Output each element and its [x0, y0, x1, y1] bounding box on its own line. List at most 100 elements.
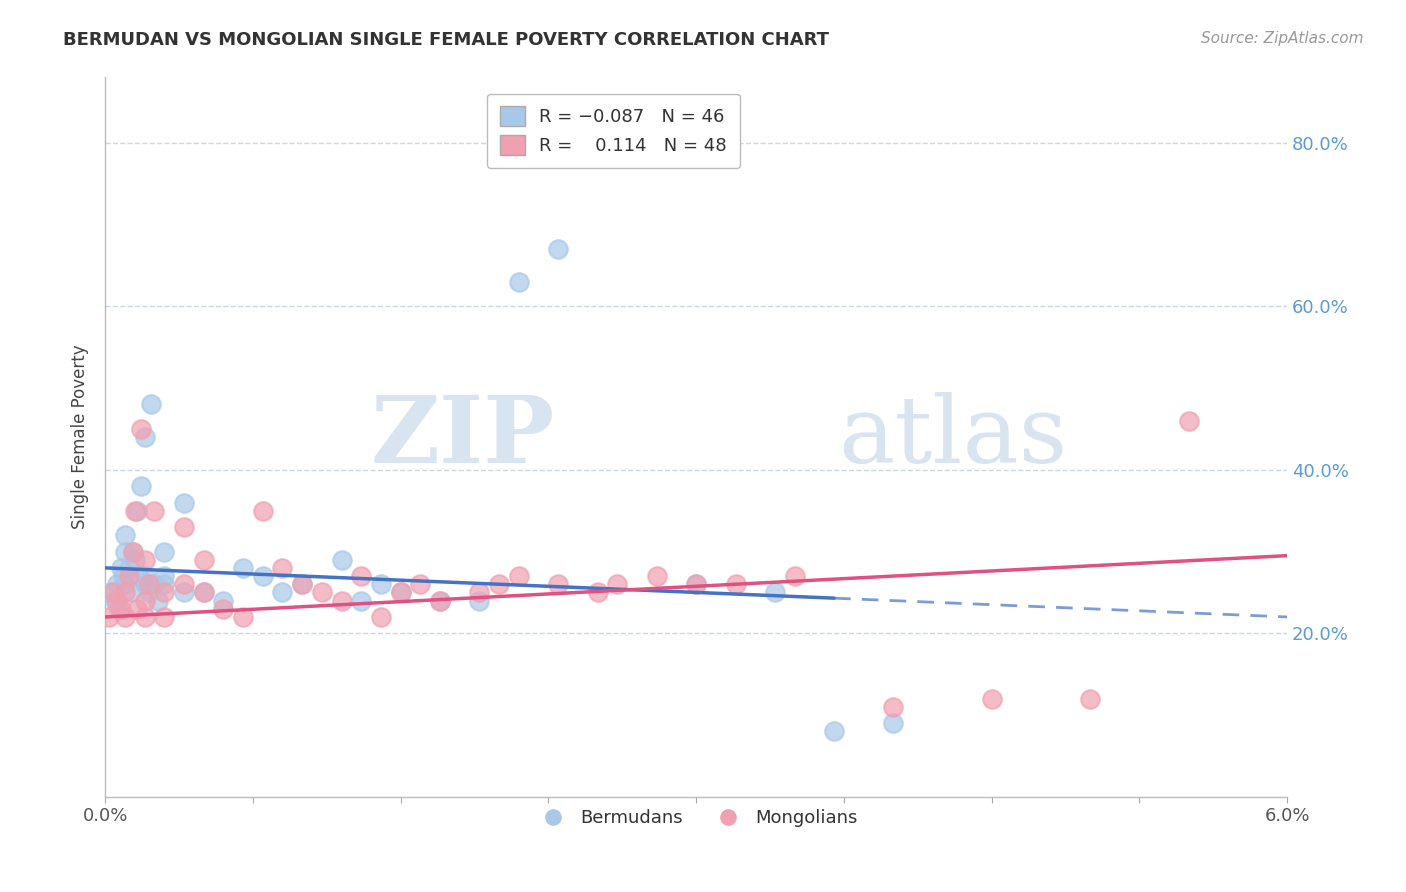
Point [114, 610, 136, 624]
Point [134, 430, 156, 444]
Text: atlas: atlas [838, 392, 1067, 482]
Point [271, 585, 294, 599]
Point [350, 593, 373, 607]
Point [128, 569, 150, 583]
Point [212, 601, 235, 615]
Point [389, 585, 412, 599]
Point [232, 610, 254, 624]
Point [724, 577, 747, 591]
Point [125, 601, 148, 615]
Point [882, 716, 904, 731]
Point [252, 504, 274, 518]
Point [212, 593, 235, 607]
Point [645, 569, 668, 583]
Point [120, 585, 142, 599]
Point [105, 593, 128, 607]
Point [882, 699, 904, 714]
Point [125, 504, 148, 518]
Point [783, 569, 806, 583]
Point [173, 585, 195, 599]
Point [100, 585, 122, 599]
Point [134, 593, 156, 607]
Point [153, 610, 176, 624]
Point [586, 585, 609, 599]
Point [153, 569, 176, 583]
Point [409, 577, 432, 591]
Point [148, 593, 170, 607]
Point [980, 691, 1002, 706]
Point [330, 593, 353, 607]
Point [547, 577, 569, 591]
Point [685, 577, 707, 591]
Point [114, 528, 136, 542]
Point [134, 569, 156, 583]
Point [193, 585, 215, 599]
Point [114, 585, 136, 599]
Point [330, 552, 353, 566]
Point [138, 585, 160, 599]
Point [118, 569, 141, 583]
Point [468, 593, 491, 607]
Point [291, 577, 314, 591]
Point [134, 577, 156, 591]
Point [114, 577, 136, 591]
Point [232, 561, 254, 575]
Point [173, 520, 195, 534]
Point [124, 552, 146, 566]
Point [252, 569, 274, 583]
Point [153, 577, 176, 591]
Point [129, 422, 152, 436]
Text: BERMUDAN VS MONGOLIAN SINGLE FEMALE POVERTY CORRELATION CHART: BERMUDAN VS MONGOLIAN SINGLE FEMALE POVE… [63, 31, 830, 49]
Point [134, 610, 156, 624]
Point [429, 593, 451, 607]
Point [104, 593, 127, 607]
Point [508, 275, 530, 289]
Legend: Bermudans, Mongolians: Bermudans, Mongolians [527, 802, 865, 835]
Point [121, 544, 143, 558]
Point [1078, 691, 1101, 706]
Point [370, 610, 392, 624]
Point [173, 577, 195, 591]
Point [763, 585, 786, 599]
Point [350, 569, 373, 583]
Point [271, 561, 294, 575]
Point [111, 569, 134, 583]
Y-axis label: Single Female Poverty: Single Female Poverty [72, 345, 89, 530]
Point [98, 610, 121, 624]
Point [823, 724, 845, 739]
Point [193, 585, 215, 599]
Point [101, 585, 124, 599]
Point [193, 552, 215, 566]
Point [468, 585, 491, 599]
Point [108, 601, 131, 615]
Text: ZIP: ZIP [370, 392, 554, 482]
Point [110, 601, 132, 615]
Point [606, 577, 628, 591]
Point [124, 504, 146, 518]
Point [129, 479, 152, 493]
Point [173, 495, 195, 509]
Point [547, 242, 569, 256]
Point [429, 593, 451, 607]
Point [488, 577, 510, 591]
Point [1177, 414, 1199, 428]
Point [311, 585, 333, 599]
Point [138, 577, 160, 591]
Point [153, 544, 176, 558]
Point [134, 552, 156, 566]
Text: Source: ZipAtlas.com: Source: ZipAtlas.com [1201, 31, 1364, 46]
Point [508, 569, 530, 583]
Point [110, 561, 132, 575]
Point [291, 577, 314, 591]
Point [121, 544, 143, 558]
Point [139, 397, 162, 411]
Point [143, 504, 166, 518]
Point [143, 577, 166, 591]
Point [105, 577, 128, 591]
Point [153, 585, 176, 599]
Point [370, 577, 392, 591]
Point [118, 561, 141, 575]
Point [114, 544, 136, 558]
Point [389, 585, 412, 599]
Point [685, 577, 707, 591]
